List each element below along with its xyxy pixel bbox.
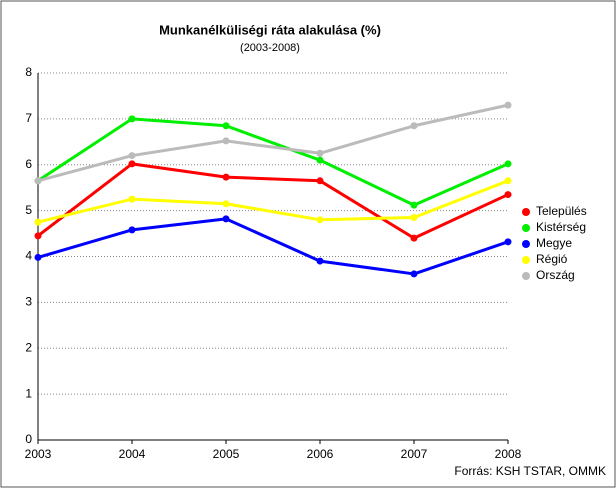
legend-swatch <box>522 256 530 264</box>
x-tick-label: 2005 <box>213 447 240 461</box>
data-point <box>128 152 136 160</box>
data-point <box>128 195 136 203</box>
data-point <box>316 257 324 265</box>
data-point <box>316 216 324 224</box>
data-point <box>504 101 512 109</box>
data-point <box>128 226 136 234</box>
data-point <box>316 149 324 157</box>
data-point <box>128 115 136 123</box>
data-point <box>504 238 512 246</box>
legend-label: Megye <box>536 236 572 250</box>
data-point <box>222 137 230 145</box>
series-line <box>37 217 509 276</box>
data-point <box>34 232 42 240</box>
series-line <box>37 103 509 183</box>
legend-swatch <box>522 208 530 216</box>
series-line <box>37 162 509 240</box>
data-point <box>222 200 230 208</box>
source-note: Forrás: KSH TSTAR, OMMK <box>454 464 606 478</box>
data-point <box>504 191 512 199</box>
data-point <box>222 122 230 130</box>
data-point <box>410 122 418 130</box>
series-line <box>37 117 509 207</box>
legend-swatch <box>522 272 530 280</box>
chart-subtitle: (2003-2008) <box>240 42 300 54</box>
legend-label: Régió <box>536 252 568 266</box>
y-tick-label: 6 <box>25 157 32 171</box>
data-point <box>222 215 230 223</box>
data-point <box>410 234 418 242</box>
data-point <box>34 218 42 226</box>
legend-swatch <box>522 224 530 232</box>
x-tick-label: 2003 <box>25 447 52 461</box>
y-tick-label: 1 <box>25 386 32 400</box>
y-tick-label: 3 <box>25 295 32 309</box>
data-point <box>504 177 512 185</box>
y-tick-label: 5 <box>25 203 32 217</box>
y-tick-label: 2 <box>25 340 32 354</box>
data-point <box>410 270 418 278</box>
data-point <box>410 201 418 209</box>
y-tick-label: 0 <box>25 432 32 446</box>
y-tick-label: 7 <box>25 111 32 125</box>
legend-label: Kistérség <box>536 220 586 234</box>
x-tick-label: 2006 <box>307 447 334 461</box>
legend-label: Település <box>536 204 587 218</box>
data-point <box>316 156 324 164</box>
series-line <box>37 179 509 224</box>
x-tick-label: 2007 <box>401 447 428 461</box>
legend-label: Ország <box>536 268 575 282</box>
data-point <box>34 253 42 261</box>
legend-swatch <box>522 240 530 248</box>
data-point <box>34 177 42 185</box>
y-tick-label: 4 <box>25 249 32 263</box>
x-tick-label: 2004 <box>119 447 146 461</box>
chart-title: Munkanélküliségi ráta alakulása (%) <box>159 22 381 37</box>
data-point <box>504 160 512 168</box>
y-tick-label: 8 <box>25 65 32 79</box>
data-point <box>222 173 230 181</box>
x-tick-label: 2008 <box>495 447 522 461</box>
data-point <box>128 160 136 168</box>
data-point <box>410 214 418 222</box>
data-point <box>316 177 324 185</box>
